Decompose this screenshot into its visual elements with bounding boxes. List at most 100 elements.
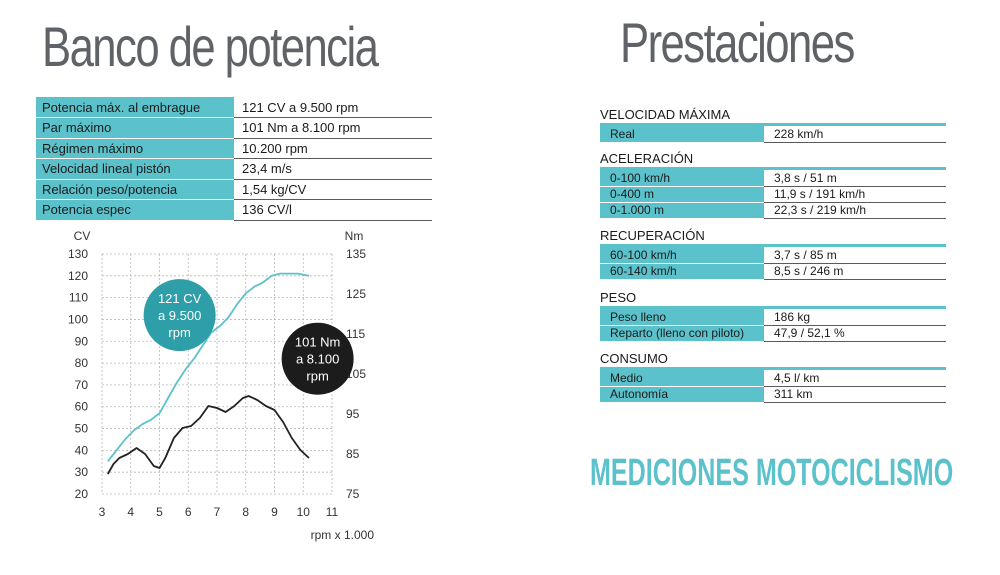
power-torque-chart: 2030405060708090100110120130758595105115… [68,229,375,542]
bench-label: Régimen máximo [36,138,234,159]
perf-label: 0-400 m [600,186,764,203]
x-tick-label: 8 [242,505,249,519]
x-tick-label: 3 [99,505,106,519]
x-tick-label: 9 [271,505,278,519]
annotation-bubble [281,322,354,395]
bench-row: Velocidad lineal pistón 23,4 m/s [36,158,432,180]
y-left-tick-label: 80 [75,356,89,370]
perf-row: Real 228 km/h [600,126,946,143]
perf-label: Real [600,126,764,143]
perf-label: Peso lleno [600,309,764,326]
bench-row: Potencia máx. al embrague 121 CV a 9.500 … [36,97,432,118]
y-left-tick-label: 60 [75,400,89,414]
perf-row: Reparto (lleno con piloto) 47,9 / 52,1 % [600,325,946,342]
perf-section: RECUPERACIÓN 60-100 km/h 3,7 s / 85 m 60-14… [600,227,946,280]
perf-value: 8,5 s / 246 m [764,263,946,280]
x-tick-label: 10 [297,505,311,519]
y-right-tick-label: 75 [346,487,360,501]
perf-label: 0-1.000 m [600,202,764,219]
perf-row: 0-100 km/h 3,8 s / 51 m [600,170,946,187]
annotation-text: rpm [168,325,190,340]
brand-text: MEDICIONES MOTOCICLISMO [590,452,954,494]
bench-value: 121 CV a 9.500 rpm [234,97,432,118]
x-tick-label: 6 [185,505,192,519]
annotation-bubble [143,279,216,352]
bench-value: 23,4 m/s [234,158,432,180]
perf-row: 0-400 m 11,9 s / 191 km/h [600,186,946,203]
perf-row: 0-1.000 m 22,3 s / 219 km/h [600,202,946,219]
y-left-tick-label: 50 [75,422,89,436]
perf-label: Autonomía [600,386,764,403]
bench-label: Velocidad lineal pistón [36,158,234,180]
bench-label: Potencia máx. al embrague [36,97,234,118]
y-left-tick-label: 90 [75,334,89,348]
perf-value: 22,3 s / 219 km/h [764,202,946,219]
y-left-tick-label: 20 [75,487,89,501]
y-left-tick-label: 30 [75,465,89,479]
y-left-tick-label: 100 [68,312,88,326]
x-axis-label: rpm x 1.000 [311,528,375,542]
bench-row: Potencia espec 136 CV/l [36,199,432,221]
x-tick-label: 5 [156,505,163,519]
series-line-cv [107,272,310,462]
perf-section-title: VELOCIDAD MÁXIMA [600,106,946,126]
perf-section-title: ACELERACIÓN [600,150,946,170]
perf-value: 47,9 / 52,1 % [764,325,946,342]
y-right-tick-label: 115 [346,327,365,341]
y-left-tick-label: 70 [75,378,89,392]
perf-table: 60-100 km/h 3,7 s / 85 m 60-140 km/h 8,5 s … [600,247,946,280]
bench-value: 10.200 rpm [234,138,432,159]
perf-section: PESO Peso lleno 186 kg Reparto (lleno con p… [600,289,946,342]
bench-value: 136 CV/l [234,199,432,221]
series-line-nm [107,395,310,475]
perf-row: Peso lleno 186 kg [600,309,946,326]
perf-label: 60-140 km/h [600,263,764,280]
y-left-tick-label: 130 [68,247,88,261]
bench-label: Par máximo [36,117,234,139]
y-left-axis-label: CV [74,229,91,243]
perf-row: 60-100 km/h 3,7 s / 85 m [600,247,946,264]
perf-section: CONSUMO Medio 4,5 l/ km Autonomía 311 km [600,350,946,403]
x-tick-label: 7 [214,505,221,519]
perf-value: 11,9 s / 191 km/h [764,186,946,203]
perf-row: Autonomía 311 km [600,386,946,403]
annotation-text: a 9.500 [158,308,201,323]
perf-value: 3,8 s / 51 m [764,170,946,187]
perf-section: VELOCIDAD MÁXIMA Real 228 km/h [600,106,946,143]
y-left-tick-label: 40 [75,443,89,457]
bench-label: Relación peso/potencia [36,179,234,200]
bench-table: Potencia máx. al embrague 121 CV a 9.500 … [36,97,432,221]
annotation-text: a 8.100 [296,352,339,367]
x-tick-label: 4 [127,505,134,519]
perf-table: Peso lleno 186 kg Reparto (lleno con pilot… [600,309,946,342]
bench-row: Relación peso/potencia 1,54 kg/CV [36,179,432,200]
perf-section-title: PESO [600,289,946,309]
y-right-tick-label: 135 [346,247,366,261]
y-right-axis-label: Nm [345,229,364,243]
y-right-tick-label: 85 [346,447,360,461]
perf-value: 3,7 s / 85 m [764,247,946,264]
annotation-text: rpm [306,369,328,384]
perf-row: 60-140 km/h 8,5 s / 246 m [600,263,946,280]
perf-label: Reparto (lleno con piloto) [600,325,764,342]
perf-section-title: RECUPERACIÓN [600,227,946,247]
perf-label: Medio [600,370,764,387]
perf-section: ACELERACIÓN 0-100 km/h 3,8 s / 51 m 0-400 m… [600,150,946,219]
y-right-tick-label: 125 [346,287,366,301]
y-left-tick-label: 110 [69,291,88,305]
perf-value: 4,5 l/ km [764,370,946,387]
bench-label: Potencia espec [36,199,234,221]
perf-label: 60-100 km/h [600,247,764,264]
annotation-text: 121 CV [158,291,202,306]
bench-row: Régimen máximo 10.200 rpm [36,138,432,159]
bench-value: 1,54 kg/CV [234,179,432,200]
perf-label: 0-100 km/h [600,170,764,187]
perf-table: Medio 4,5 l/ km Autonomía 311 km [600,370,946,403]
x-tick-label: 11 [326,505,339,519]
perf-value: 311 km [764,386,946,403]
annotation-text: 101 Nm [295,335,341,350]
perf-value: 228 km/h [764,126,946,143]
perf-value: 186 kg [764,309,946,326]
performance-title: Prestaciones [620,11,855,74]
bench-value: 101 Nm a 8.100 rpm [234,117,432,139]
